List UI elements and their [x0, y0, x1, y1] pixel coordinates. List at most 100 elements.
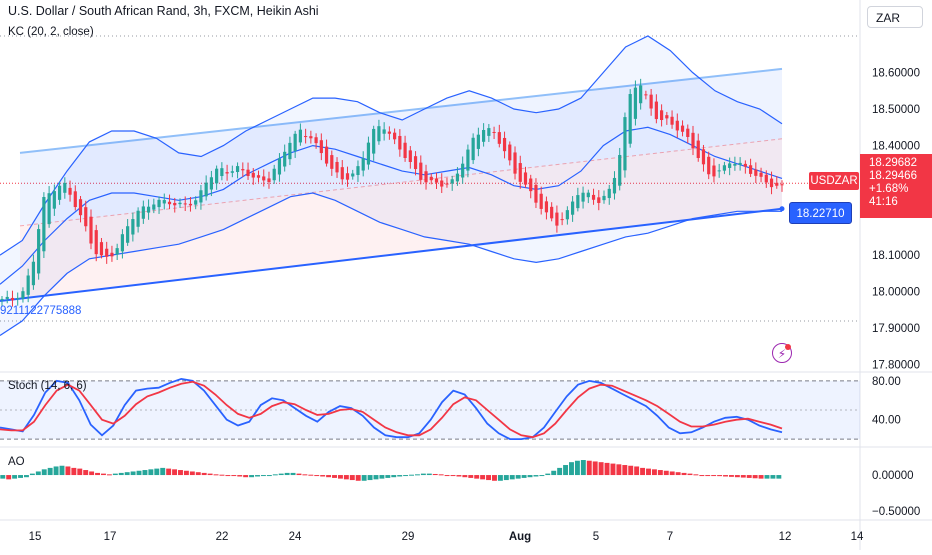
ao-bar [71, 467, 77, 476]
candle-body [403, 142, 407, 159]
ao-bar [29, 473, 35, 476]
candle-body [665, 115, 669, 119]
trendline-value-tag[interactable]: 18.22710 [789, 202, 852, 224]
candle-body [722, 165, 727, 171]
candle-body [759, 172, 763, 177]
ao-bar [332, 475, 337, 478]
ao-bar [586, 460, 592, 476]
candle-body [324, 146, 329, 164]
ao-bar [557, 467, 563, 476]
candle-body [754, 169, 758, 176]
candle-body [73, 191, 77, 208]
ao-bar [0, 475, 6, 479]
ao-bar [59, 465, 65, 476]
axes: 18.60000 18.50000 18.40000 18.10000 18.00000… [29, 68, 921, 543]
ao-bar [752, 475, 758, 479]
ao-bar [373, 475, 379, 480]
stoch-tick-label: 40.00 [872, 415, 901, 427]
candle-body [309, 136, 313, 139]
ao-bar [266, 475, 272, 477]
candle-body [99, 242, 104, 256]
ao-bar [255, 475, 260, 477]
ao-bar [610, 463, 616, 476]
ao-bar [503, 475, 509, 481]
indicator-label-ao[interactable]: AO [8, 456, 25, 468]
candle-body [345, 173, 350, 180]
ao-bar [207, 473, 213, 476]
ao-bar [758, 475, 764, 479]
candle-body [534, 184, 538, 203]
ao-bar [379, 475, 385, 479]
candle-body [482, 129, 486, 142]
candle-body [194, 200, 198, 205]
ao-bar [136, 470, 142, 476]
candle-body [555, 212, 559, 226]
candle-body [319, 140, 323, 154]
currency-selector[interactable]: ZAR [867, 6, 923, 28]
candle-body [52, 191, 56, 209]
candle-body [775, 182, 779, 186]
candle-body [565, 210, 569, 220]
candle-body [602, 195, 606, 201]
indicator-label-stoch[interactable]: Stoch (14, 6, 6) [8, 380, 87, 392]
ao-bar [237, 475, 243, 477]
bar-countdown: 41:16 [869, 196, 898, 208]
candle-body [382, 129, 386, 134]
ao-bar [391, 475, 397, 478]
candle-body [31, 261, 36, 286]
ao-bar [699, 475, 705, 477]
ao-bar [426, 473, 432, 476]
indicator-label-kc[interactable]: KC (20, 2, close) [8, 26, 94, 38]
candle-body [272, 168, 276, 181]
ao-bar [183, 470, 189, 476]
candle-body [94, 230, 98, 255]
ao-bar [681, 472, 687, 476]
ao-bar [438, 474, 444, 476]
candle-body [10, 297, 15, 301]
ao-bar [77, 468, 83, 476]
candle-body [84, 207, 88, 227]
ao-bar [124, 472, 130, 476]
candle-body [330, 155, 334, 169]
alert-bolt-icon[interactable]: ⚡ [772, 343, 792, 363]
ao-bar [284, 472, 290, 476]
candle-body [26, 275, 30, 295]
candle-body [633, 87, 638, 119]
ao-bar [533, 475, 539, 477]
ao-bar [18, 475, 23, 478]
stochastic-pane [0, 377, 860, 441]
time-tick-label: 14 [851, 531, 864, 543]
candle-body [393, 132, 397, 140]
candle-body [225, 172, 229, 174]
ao-bar [343, 475, 349, 480]
time-tick-label: 12 [779, 531, 792, 543]
keltner-fill [0, 36, 782, 336]
candle-body [304, 136, 308, 138]
candle-body [455, 173, 460, 182]
candle-body [597, 197, 601, 203]
ao-bar [734, 475, 740, 478]
candle-body [523, 172, 528, 185]
candle-body [487, 128, 491, 136]
ao-bar [101, 473, 106, 476]
candle-body [413, 156, 418, 170]
candle-body [110, 252, 114, 257]
ao-bar [89, 471, 95, 476]
candle-body [429, 176, 433, 181]
ao-bar [308, 474, 314, 476]
candle-body [293, 133, 297, 152]
candle-body [387, 131, 391, 134]
time-tick-label: Aug [509, 531, 531, 543]
candle-body [314, 137, 318, 144]
candle-body [612, 177, 617, 194]
candle-body [267, 178, 271, 183]
ao-bar [492, 475, 497, 481]
time-tick-label: 29 [402, 531, 415, 543]
candle-body [241, 169, 245, 171]
ao-bar [219, 474, 225, 476]
last-price-secondary: 18.29466 [869, 170, 917, 182]
candle-body [644, 94, 648, 96]
candle-body [209, 177, 213, 190]
